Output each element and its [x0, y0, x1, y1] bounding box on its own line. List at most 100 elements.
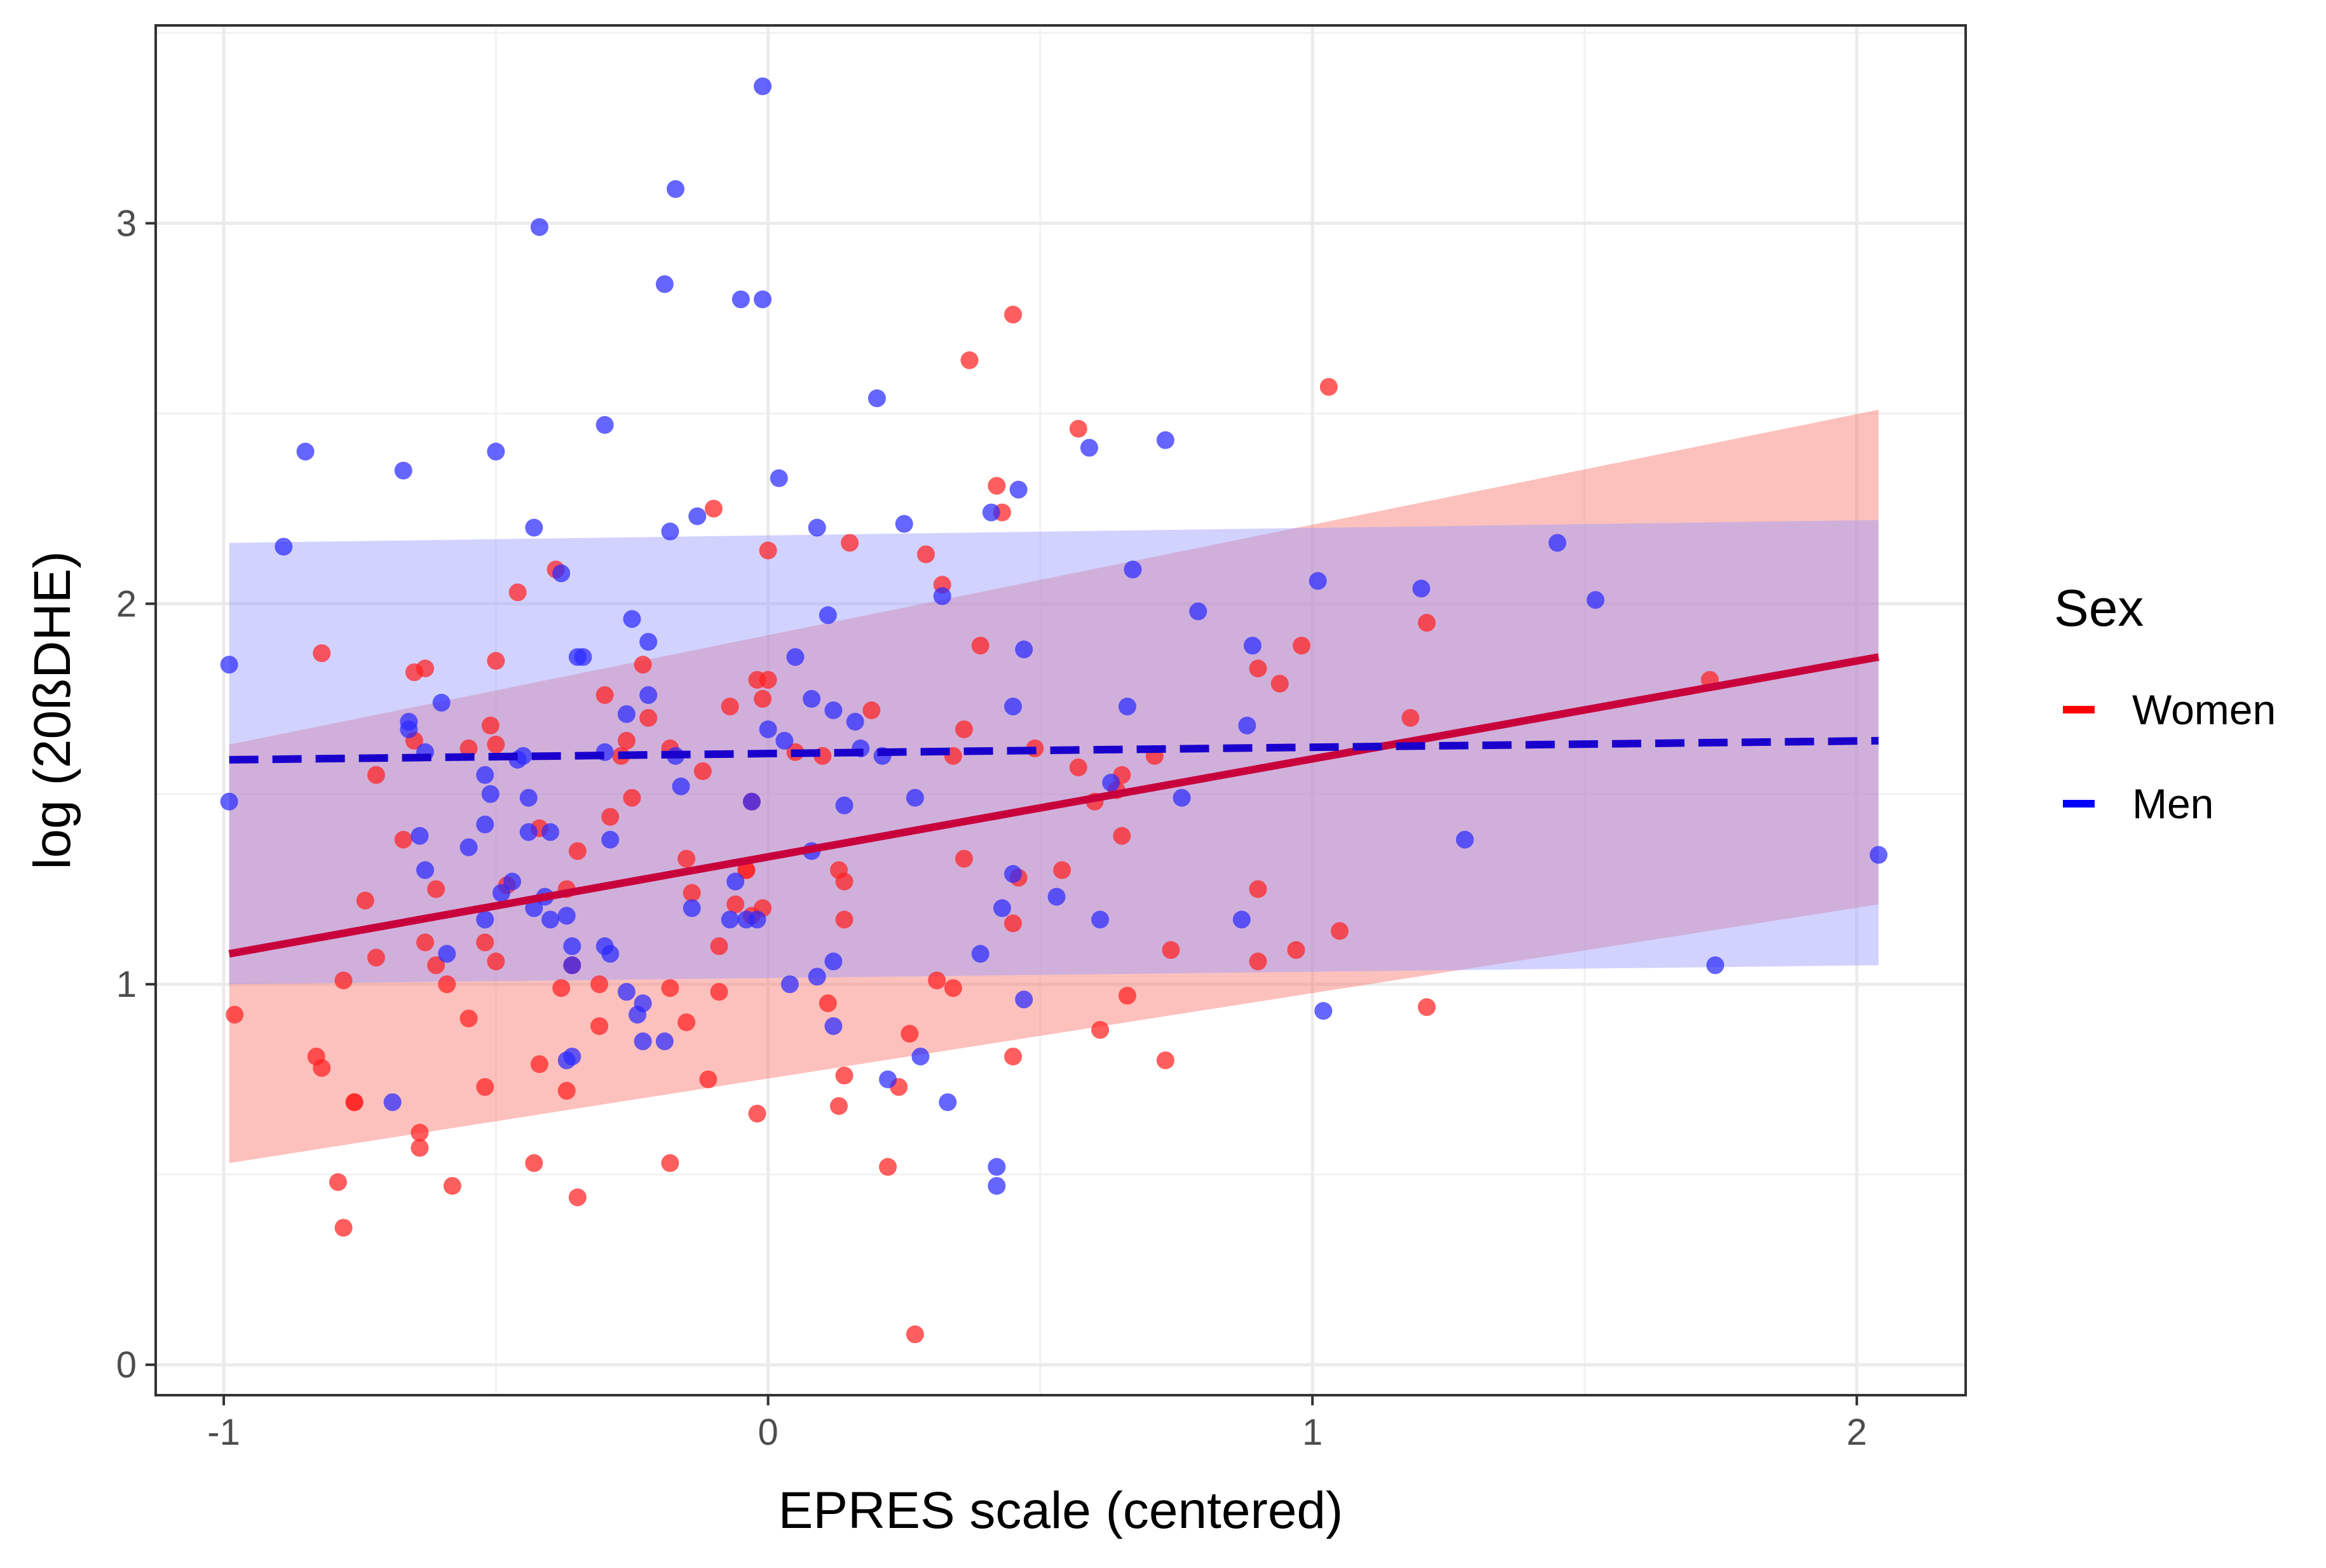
- x-tick-label: 2: [1847, 1412, 1867, 1453]
- data-point-men: [617, 983, 636, 1001]
- data-point-men: [688, 507, 707, 525]
- data-point-men: [982, 503, 1000, 522]
- data-point-men: [1309, 572, 1327, 590]
- plot-panel-border: [154, 24, 1967, 1396]
- fit-line-men: [229, 736, 1879, 764]
- data-point-women: [1004, 306, 1023, 324]
- data-point-women: [955, 849, 973, 868]
- data-point-men: [824, 1017, 843, 1036]
- data-point-women: [329, 1173, 347, 1191]
- data-point-women: [345, 1093, 364, 1111]
- y-tick-label: 1: [116, 964, 137, 1005]
- data-point-women: [313, 1058, 331, 1077]
- x-axis-title: EPRES scale (centered): [779, 1482, 1343, 1539]
- data-point-men: [503, 872, 522, 891]
- data-point-men: [988, 1177, 1006, 1195]
- data-point-men: [971, 945, 990, 963]
- x-axis-ticks: -1 0 1 2: [207, 1395, 1867, 1453]
- data-point-women: [427, 956, 445, 975]
- data-point-men: [476, 815, 494, 834]
- data-point-men: [411, 827, 429, 845]
- data-point-women: [416, 659, 434, 678]
- data-point-men: [541, 823, 559, 841]
- data-point-men: [808, 518, 826, 537]
- data-point-women: [590, 1017, 609, 1036]
- data-point-women: [829, 1097, 848, 1115]
- data-point-men: [296, 442, 315, 461]
- data-point-men: [1091, 910, 1110, 929]
- data-point-women: [313, 644, 331, 663]
- data-point-women: [677, 1013, 696, 1032]
- data-point-women: [411, 1139, 429, 1157]
- data-point-men: [775, 731, 794, 750]
- data-point-men: [492, 884, 510, 902]
- data-point-women: [835, 910, 854, 929]
- data-point-men: [617, 705, 636, 723]
- data-point-men: [803, 690, 821, 708]
- data-point-women: [459, 1010, 478, 1028]
- data-point-men: [906, 788, 924, 807]
- data-point-men: [432, 694, 451, 712]
- data-point-men: [275, 537, 293, 556]
- data-point-men: [525, 518, 543, 537]
- data-point-women: [1004, 1047, 1023, 1065]
- data-point-women: [835, 1066, 854, 1085]
- data-point-men: [655, 275, 674, 294]
- data-point-women: [634, 656, 652, 674]
- data-point-women: [557, 1081, 576, 1100]
- data-point-women: [683, 884, 701, 902]
- data-point-men: [519, 823, 538, 841]
- data-point-men: [1047, 888, 1066, 906]
- data-point-women: [944, 979, 962, 997]
- regression-lines: [228, 653, 1880, 958]
- data-point-women: [835, 872, 854, 891]
- data-point-women: [661, 1154, 679, 1172]
- data-point-women: [1287, 941, 1305, 959]
- data-point-women: [1270, 675, 1289, 693]
- data-point-women: [1004, 914, 1023, 933]
- data-point-women: [590, 975, 609, 994]
- data-point-women: [568, 842, 587, 860]
- data-point-women: [394, 830, 412, 849]
- data-point-women: [508, 583, 527, 602]
- data-point-women: [356, 891, 374, 910]
- data-point-men: [563, 956, 582, 975]
- data-point-women: [552, 979, 571, 997]
- data-point-men: [770, 469, 788, 487]
- data-point-men: [220, 792, 238, 811]
- data-point-women: [841, 534, 859, 552]
- data-point-men: [759, 720, 777, 738]
- data-point-men: [1015, 990, 1033, 1009]
- data-point-women: [487, 652, 505, 670]
- data-point-women: [819, 994, 837, 1013]
- data-point-men: [1080, 438, 1098, 457]
- data-point-women: [759, 671, 777, 689]
- data-point-women: [487, 952, 505, 971]
- data-point-men: [933, 587, 951, 605]
- data-point-men: [1004, 865, 1023, 883]
- data-point-women: [1156, 1051, 1174, 1069]
- legend-title: Sex: [2054, 579, 2144, 637]
- data-point-women: [459, 739, 478, 757]
- data-point-women: [334, 1219, 353, 1237]
- legend-label-men: Men: [2132, 780, 2214, 827]
- data-point-women: [917, 545, 935, 564]
- data-point-men: [939, 1093, 957, 1111]
- data-point-men: [601, 945, 620, 963]
- data-point-men: [721, 910, 739, 929]
- x-tick-label: -1: [207, 1412, 240, 1453]
- data-point-men: [1173, 788, 1191, 807]
- data-point-women: [693, 762, 712, 780]
- data-point-men: [835, 796, 854, 814]
- data-point-men: [601, 830, 620, 849]
- data-point-women: [710, 983, 728, 1001]
- data-point-women: [525, 1154, 543, 1172]
- data-point-women: [661, 979, 679, 997]
- data-point-men: [563, 1047, 582, 1065]
- data-point-men: [683, 899, 701, 917]
- data-point-men: [639, 633, 658, 651]
- data-point-men: [1009, 480, 1028, 499]
- data-point-women: [1249, 880, 1267, 898]
- data-point-men: [1232, 910, 1251, 929]
- data-point-men: [394, 461, 412, 480]
